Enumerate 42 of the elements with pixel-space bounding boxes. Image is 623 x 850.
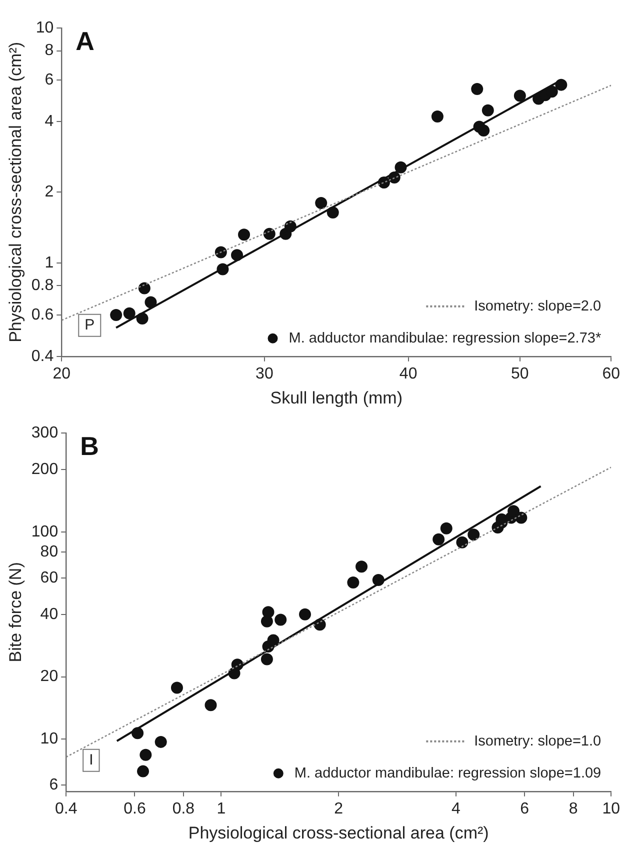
y-tick-label: 6 — [49, 776, 58, 794]
y-tick-label: 20 — [40, 668, 58, 686]
y-tick-label: 100 — [31, 523, 58, 540]
y-tick-label: 4 — [44, 112, 54, 130]
annotation: A — [76, 26, 95, 56]
y-tick-label: 300 — [31, 424, 58, 442]
annotation: B — [80, 431, 99, 462]
legend-label: Isometry: slope=2.0 — [474, 298, 602, 314]
y-tick-label: 60 — [40, 569, 58, 586]
y-tick-label: 0.6 — [31, 306, 54, 324]
x-tick-label: 50 — [511, 365, 529, 382]
y-tick-label: 6 — [44, 72, 54, 89]
y-tick-label: 2 — [44, 184, 54, 201]
x-tick-label: 10 — [602, 800, 620, 818]
x-axis-title: Physiological cross-sectional area (cm²) — [188, 823, 489, 842]
x-axis-title: Skull length (mm) — [270, 388, 403, 408]
annotation: P — [84, 316, 95, 334]
x-tick-label: 6 — [520, 800, 530, 818]
x-tick-label: 60 — [602, 365, 620, 382]
y-tick-label: 80 — [40, 543, 58, 560]
y-tick-label: 200 — [31, 460, 58, 478]
x-tick-label: 40 — [399, 365, 418, 382]
x-tick-label: 30 — [256, 365, 274, 382]
y-tick-label: 40 — [40, 606, 58, 623]
legend-label: Isometry: slope=1.0 — [474, 733, 602, 750]
x-tick-label: 0.6 — [124, 800, 146, 818]
y-tick-label: 10 — [40, 730, 58, 748]
y-tick-label: 1 — [44, 254, 54, 272]
x-tick-label: 8 — [568, 800, 578, 818]
y-tick-label: 8 — [44, 42, 54, 60]
x-tick-label: 4 — [452, 800, 461, 818]
y-axis-title: Physiological cross-sectional area (cm²) — [6, 42, 25, 342]
legend-label: M. adductor mandibulae: regression slope=2.73* — [288, 330, 602, 346]
y-tick-label: 0.4 — [31, 348, 54, 365]
annotation: I — [89, 752, 94, 769]
x-tick-label: 1 — [216, 800, 226, 818]
x-tick-label: 0.8 — [172, 800, 195, 818]
y-tick-label: 0.8 — [31, 277, 54, 294]
y-tick-label: 10 — [36, 19, 54, 36]
legend-label: M. adductor mandibulae: regression slope=1.09 — [294, 765, 602, 782]
x-tick-label: 2 — [334, 800, 344, 818]
y-axis-title: Bite force (N) — [6, 562, 25, 662]
